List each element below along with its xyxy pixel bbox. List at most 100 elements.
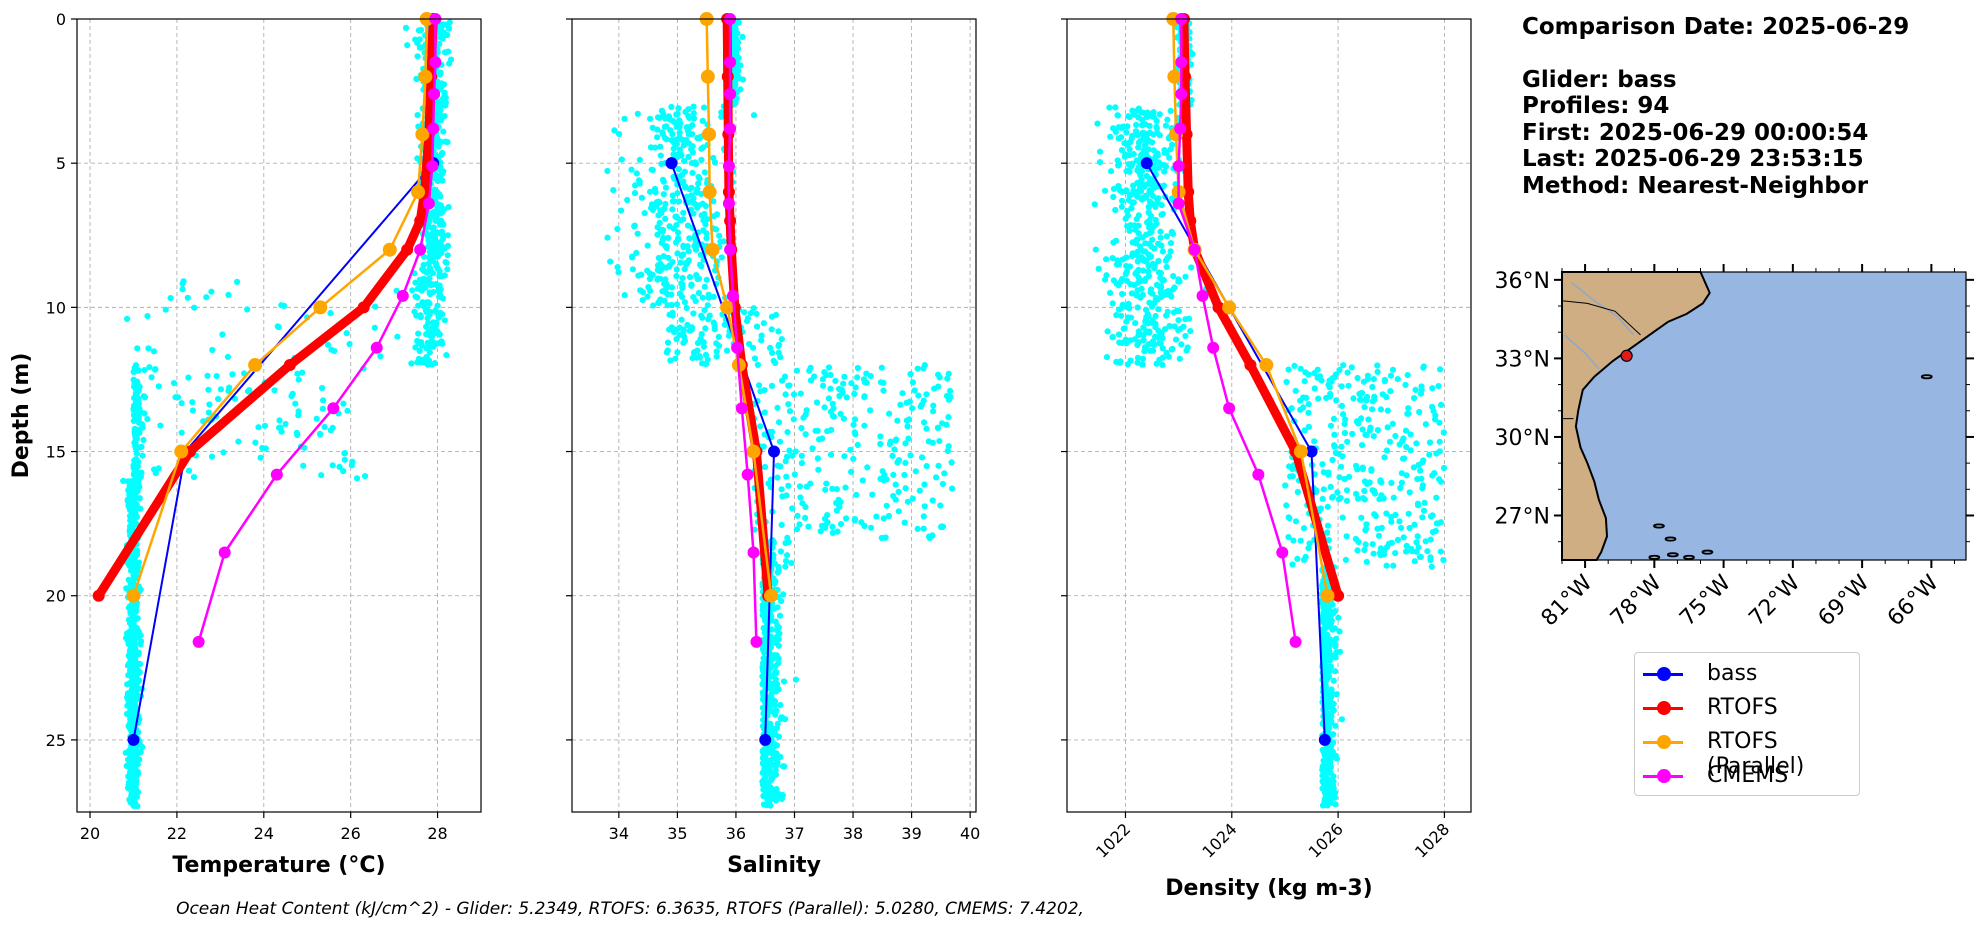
scatter-point [1361, 487, 1368, 495]
scatter-point [135, 729, 142, 736]
scatter-point [435, 143, 442, 150]
scatter-point [1349, 430, 1356, 437]
scatter-point [879, 468, 886, 475]
scatter-point [680, 328, 687, 335]
scatter-point [132, 494, 139, 501]
scatter-point [689, 355, 696, 362]
scatter-point [144, 416, 151, 423]
scatter-point [299, 369, 306, 376]
river [1563, 334, 1600, 370]
scatter-point [1178, 341, 1185, 348]
scatter-point [676, 290, 684, 297]
scatter-point [1127, 281, 1134, 288]
scatter-point [329, 424, 336, 431]
scatter-point [341, 456, 348, 463]
scatter-point [669, 192, 676, 199]
scatter-point [664, 339, 672, 346]
scatter-point [438, 83, 445, 91]
scatter-point [1372, 512, 1379, 520]
scatter-point [782, 563, 789, 570]
scatter-point [412, 279, 419, 286]
scatter-point [1123, 129, 1130, 136]
scatter-point [664, 347, 671, 354]
scatter-point [654, 134, 661, 141]
scatter-point [278, 302, 285, 309]
series-point-cmems [428, 87, 441, 100]
scatter-point [1361, 478, 1369, 485]
scatter-point [1392, 432, 1399, 440]
series-point-cmems [429, 56, 442, 69]
scatter-point [1430, 408, 1437, 415]
scatter-point [699, 294, 706, 301]
scatter-point [319, 385, 326, 392]
scatter-point [275, 323, 282, 331]
scatter-point [206, 401, 213, 408]
scatter-point [128, 785, 135, 792]
scatter-point [172, 394, 179, 401]
scatter-point [657, 152, 664, 159]
scatter-point [1135, 230, 1142, 237]
scatter-point [416, 44, 423, 51]
scatter-point [636, 180, 643, 187]
scatter-point [861, 422, 868, 429]
scatter-point [1377, 406, 1384, 413]
scatter-point [1403, 443, 1410, 451]
scatter-point [1292, 387, 1299, 394]
scatter-point [929, 497, 936, 504]
scatter-point [1324, 615, 1331, 623]
scatter-point [129, 505, 137, 512]
scatter-point [414, 53, 421, 60]
scatter-point [1326, 653, 1333, 660]
scatter-point [1402, 381, 1409, 388]
scatter-point [128, 528, 135, 535]
scatter-point [1123, 254, 1130, 261]
scatter-point [426, 248, 433, 256]
scatter-point [854, 364, 862, 372]
scatter-point [669, 259, 676, 266]
scatter-point [713, 211, 721, 218]
scatter-point [167, 295, 174, 302]
scatter-point [1139, 355, 1147, 362]
scatter-point [1424, 548, 1431, 555]
scatter-point [918, 401, 926, 408]
scatter-point [437, 210, 444, 217]
scatter-point [915, 392, 922, 399]
scatter-point [1355, 539, 1362, 546]
scatter-point [1363, 397, 1370, 404]
x-tick-label: 36 [726, 824, 746, 843]
scatter-point [179, 286, 186, 293]
scatter-point [1415, 502, 1422, 509]
scatter-point [424, 315, 431, 322]
scatter-point [1403, 548, 1410, 555]
lon-label: 75°W [1675, 570, 1736, 631]
scatter-point [1140, 337, 1147, 344]
scatter-point [698, 331, 705, 338]
scatter-point [852, 384, 859, 391]
scatter-point [138, 443, 145, 450]
scatter-point [829, 485, 836, 492]
scatter-point [124, 315, 131, 322]
scatter-point [1330, 677, 1337, 684]
scatter-point [732, 25, 739, 33]
scatter-point [1109, 334, 1116, 341]
scatter-point [131, 616, 138, 623]
scatter-point [1150, 165, 1158, 172]
scatter-point [320, 397, 327, 404]
scatter-point [125, 672, 132, 679]
scatter-point [437, 138, 445, 145]
scatter-point [1332, 449, 1339, 457]
scatter-point [796, 521, 803, 528]
series-point-cmems [735, 402, 748, 415]
scatter-point [1115, 135, 1122, 142]
scatter-point [1346, 473, 1353, 480]
scatter-point [1114, 157, 1121, 164]
scatter-point [1331, 443, 1338, 450]
scatter-point [775, 563, 782, 570]
scatter-point [921, 419, 928, 426]
plot-frame [76, 18, 482, 813]
scatter-point [1321, 653, 1328, 660]
scatter-point [261, 422, 269, 429]
scatter-point [774, 604, 781, 611]
scatter-point [1306, 540, 1313, 547]
series-point-rtofs [357, 301, 370, 314]
